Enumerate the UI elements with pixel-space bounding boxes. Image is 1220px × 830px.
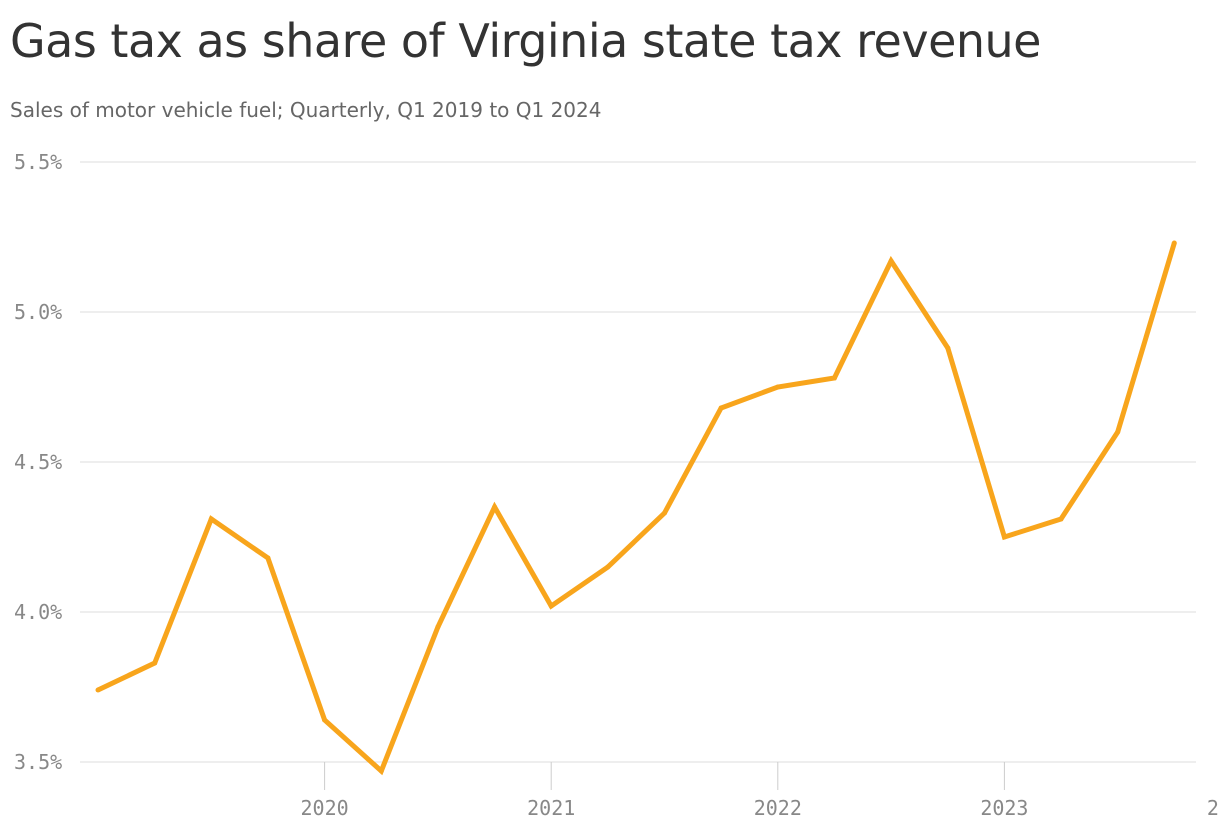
x-tick-label: 2023 <box>980 796 1028 820</box>
data-point <box>265 555 271 561</box>
data-point <box>945 345 951 351</box>
chart-title: Gas tax as share of Virginia state tax r… <box>10 14 1041 68</box>
x-tick-label: 2022 <box>754 796 802 820</box>
series-layer <box>95 240 1177 776</box>
x-axis: 2020 2021 2022 2023 2024 <box>301 762 1220 820</box>
series-line <box>96 242 1177 776</box>
y-gridlines: 3.5% 4.0% 4.5% 5.0% 5.5% <box>14 150 1196 774</box>
y-tick-label: 4.0% <box>14 600 62 624</box>
data-point <box>208 516 214 522</box>
y-tick-label: 4.5% <box>14 450 62 474</box>
data-point <box>1001 534 1007 540</box>
data-point <box>378 768 384 774</box>
data-point <box>775 384 781 390</box>
data-point <box>1115 429 1121 435</box>
y-tick-label: 5.0% <box>14 300 62 324</box>
data-point <box>95 687 101 693</box>
data-point <box>888 258 894 264</box>
y-tick-label: 3.5% <box>14 750 62 774</box>
x-tick-label: 2020 <box>301 796 349 820</box>
data-point <box>1058 516 1064 522</box>
data-point <box>718 405 724 411</box>
data-point <box>492 504 498 510</box>
chart-subtitle: Sales of motor vehicle fuel; Quarterly, … <box>10 98 602 122</box>
data-point <box>1171 240 1177 246</box>
data-point <box>548 603 554 609</box>
y-tick-label: 5.5% <box>14 150 62 174</box>
x-tick-label: 2021 <box>527 796 575 820</box>
data-point <box>831 375 837 381</box>
data-point <box>152 660 158 666</box>
data-point <box>662 510 667 516</box>
data-point <box>322 717 328 723</box>
data-point <box>435 624 441 630</box>
data-point <box>605 564 611 570</box>
x-tick-label: 2024 <box>1207 796 1220 820</box>
